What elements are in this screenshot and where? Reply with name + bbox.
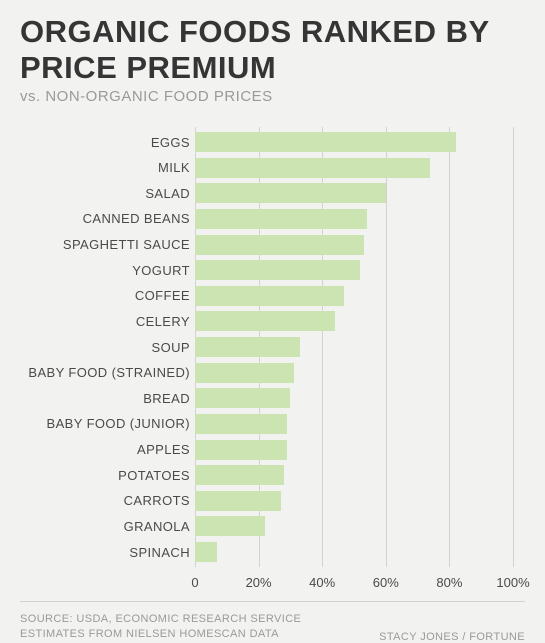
category-label: EGGS xyxy=(20,131,190,153)
bars xyxy=(195,131,513,563)
bar xyxy=(195,337,300,357)
y-axis-labels: EGGS MILK SALAD CANNED BEANS SPAGHETTI SAUCE… xyxy=(20,131,190,563)
category-label: YOGURT xyxy=(20,259,190,281)
category-label: APPLES xyxy=(20,439,190,461)
x-tick-label: 0 xyxy=(191,575,198,590)
category-label: MILK xyxy=(20,157,190,179)
bar xyxy=(195,260,360,280)
bar-row xyxy=(195,362,513,384)
category-label: BABY FOOD (JUNIOR) xyxy=(20,413,190,435)
x-tick-label: 40% xyxy=(309,575,335,590)
bar xyxy=(195,516,265,536)
credit-text: STACY JONES / FORTUNE xyxy=(379,631,525,643)
category-label: BABY FOOD (STRAINED) xyxy=(20,362,190,384)
chart-title: ORGANIC FOODS RANKED BY PRICE PREMIUM xyxy=(20,14,525,86)
x-tick-label: 60% xyxy=(373,575,399,590)
category-label: SPINACH xyxy=(20,541,190,563)
bar-row xyxy=(195,157,513,179)
gridline xyxy=(513,127,514,567)
bar xyxy=(195,311,335,331)
category-label: POTATOES xyxy=(20,464,190,486)
category-label: SPAGHETTI SAUCE xyxy=(20,234,190,256)
bar-row xyxy=(195,490,513,512)
bar-row xyxy=(195,515,513,537)
bar-row xyxy=(195,182,513,204)
bar-row xyxy=(195,439,513,461)
x-tick-label: 100% xyxy=(496,575,529,590)
category-label: CANNED BEANS xyxy=(20,208,190,230)
source-line-2: ESTIMATES FROM NIELSEN HOMESCAN DATA xyxy=(20,627,301,642)
bar xyxy=(195,388,290,408)
x-axis: 020%40%60%80%100% xyxy=(195,569,513,595)
bar-row xyxy=(195,208,513,230)
source-text: SOURCE: USDA, ECONOMIC RESEARCH SERVICE … xyxy=(20,612,301,643)
bar-row xyxy=(195,464,513,486)
x-tick-label: 80% xyxy=(436,575,462,590)
bar-row xyxy=(195,131,513,153)
category-label: CARROTS xyxy=(20,490,190,512)
bar xyxy=(195,132,456,152)
bar xyxy=(195,286,344,306)
bar xyxy=(195,491,281,511)
chart-footer: SOURCE: USDA, ECONOMIC RESEARCH SERVICE … xyxy=(20,601,525,643)
bar-row xyxy=(195,234,513,256)
chart-subtitle: vs. NON-ORGANIC FOOD PRICES xyxy=(20,88,525,105)
category-label: CELERY xyxy=(20,310,190,332)
category-label: SALAD xyxy=(20,182,190,204)
bar-row xyxy=(195,259,513,281)
bar xyxy=(195,158,430,178)
plot-area xyxy=(195,127,513,567)
bar-row xyxy=(195,336,513,358)
bar xyxy=(195,209,367,229)
bar-row xyxy=(195,413,513,435)
category-label: SOUP xyxy=(20,336,190,358)
bar xyxy=(195,465,284,485)
bar xyxy=(195,542,217,562)
category-label: GRANOLA xyxy=(20,515,190,537)
bar xyxy=(195,183,386,203)
bar-row xyxy=(195,541,513,563)
x-tick-label: 20% xyxy=(246,575,272,590)
bar-row xyxy=(195,387,513,409)
source-line-1: SOURCE: USDA, ECONOMIC RESEARCH SERVICE xyxy=(20,612,301,627)
bar xyxy=(195,363,294,383)
bar xyxy=(195,440,287,460)
category-label: COFFEE xyxy=(20,285,190,307)
bar-row xyxy=(195,285,513,307)
bar xyxy=(195,235,364,255)
bar-row xyxy=(195,310,513,332)
category-label: BREAD xyxy=(20,387,190,409)
chart-area: EGGS MILK SALAD CANNED BEANS SPAGHETTI SAUCE… xyxy=(20,127,525,595)
bar xyxy=(195,414,287,434)
chart-container: ORGANIC FOODS RANKED BY PRICE PREMIUM vs… xyxy=(0,0,545,643)
